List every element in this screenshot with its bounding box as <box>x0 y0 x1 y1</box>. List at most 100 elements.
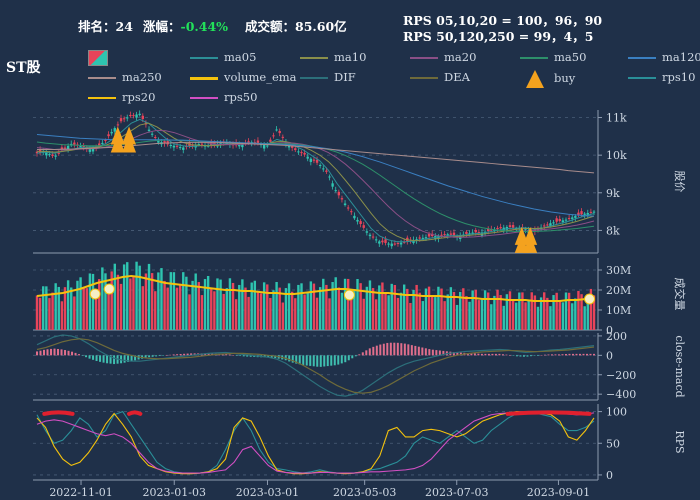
candle-body <box>580 211 583 215</box>
legend-item[interactable]: ma05 <box>190 50 256 64</box>
legend-item[interactable]: rps20 <box>88 90 155 104</box>
legend-item[interactable]: ma120 <box>628 50 700 64</box>
volume-bar <box>458 291 462 330</box>
candle-body <box>496 227 499 230</box>
volume-bar <box>210 287 213 330</box>
macd-bar <box>60 349 63 356</box>
volume-bar <box>446 294 449 330</box>
volume-bar <box>443 301 446 330</box>
macd-bar <box>459 352 462 356</box>
candle-body <box>340 198 344 200</box>
volume-bar <box>200 295 204 330</box>
volume-bar <box>359 283 362 330</box>
legend-item[interactable]: rps10 <box>628 70 695 84</box>
macd-bar <box>155 355 158 357</box>
volume-bar <box>88 273 92 330</box>
candle-body <box>147 129 151 132</box>
volume-bar <box>116 274 120 330</box>
macd-bar <box>417 346 420 356</box>
candle-body <box>48 153 51 155</box>
candle-body <box>511 225 515 228</box>
macd-bar <box>267 355 270 358</box>
candle-body <box>402 241 406 243</box>
volume-bar <box>462 288 465 330</box>
candle-body <box>241 143 244 148</box>
macd-bar <box>36 351 38 356</box>
macd-bar <box>204 353 207 356</box>
volume-bar <box>178 283 182 330</box>
legend-item[interactable]: volume_ema <box>190 70 297 84</box>
volume-bar <box>247 296 250 330</box>
volume-bar <box>530 292 533 330</box>
macd-bar <box>123 355 126 363</box>
volume-bar <box>546 297 549 330</box>
macd-bar <box>239 355 242 357</box>
candle-body <box>294 148 297 151</box>
legend-item[interactable]: ma250 <box>88 70 162 84</box>
volume-bar <box>42 286 45 330</box>
legend-item[interactable]: ma10 <box>300 50 366 64</box>
macd-tick-label: −200 <box>606 369 636 382</box>
candle-body <box>356 219 359 222</box>
legend-item[interactable]: DIF <box>300 70 356 84</box>
candle-body <box>191 145 194 147</box>
macd-bar <box>480 353 483 356</box>
macd-bar <box>407 344 410 356</box>
macd-bar <box>536 355 539 356</box>
macd-bar <box>354 355 357 357</box>
price-tick-label: 10k <box>606 149 627 162</box>
volume-bar <box>343 278 347 330</box>
legend-item[interactable]: buy <box>520 70 575 88</box>
volume-bar <box>284 288 288 330</box>
legend-item[interactable]: rps50 <box>190 90 257 104</box>
line-rps50 <box>36 411 595 474</box>
legend-item[interactable]: ma50 <box>520 50 586 64</box>
legend-line-icon <box>410 77 438 79</box>
candle-body <box>132 115 135 117</box>
legend-item[interactable]: ma20 <box>410 50 476 64</box>
macd-bar <box>39 350 42 356</box>
macd-bar <box>74 352 77 356</box>
candle-body <box>586 212 589 216</box>
legend-line-icon <box>88 97 116 99</box>
candle-body <box>574 216 577 218</box>
legend-item[interactable]: DEA <box>410 70 470 84</box>
volume-bar <box>502 305 505 330</box>
candle-body <box>487 228 490 232</box>
macd-bar <box>428 349 431 356</box>
macd-bar <box>540 354 543 356</box>
candle-body <box>430 233 434 237</box>
macd-bar <box>57 348 60 356</box>
legend-item[interactable] <box>88 50 108 66</box>
candle-body <box>135 114 138 118</box>
candle-body <box>399 242 403 245</box>
macd-bar <box>176 354 179 356</box>
volume-bar <box>384 292 387 330</box>
volume-bar <box>331 282 334 330</box>
macd-bar <box>564 354 567 356</box>
volume-bar <box>287 283 291 330</box>
volume-bar <box>244 287 247 330</box>
macd-bar <box>505 354 508 356</box>
candle-body <box>440 234 443 236</box>
rps-long-label: RPS 50,120,250 = 99，4，5 <box>403 29 594 44</box>
macd-bar <box>582 353 585 356</box>
macd-bar <box>393 342 396 356</box>
candle-body <box>256 140 260 144</box>
volume-bar <box>185 276 188 330</box>
volume-bar <box>213 291 216 330</box>
candle-body <box>278 131 281 134</box>
volume-bar <box>45 286 48 330</box>
volume-bar <box>402 284 406 330</box>
volume-bar <box>82 288 85 330</box>
legend-label: rps10 <box>662 70 696 84</box>
legend-label: buy <box>554 71 576 85</box>
buy-arrow-icon <box>523 234 538 253</box>
candle-body <box>418 237 421 239</box>
rps-tick-label: 100 <box>606 406 627 419</box>
macd-bar <box>50 348 53 356</box>
volume-bar <box>381 282 384 330</box>
legend-line-icon <box>190 97 218 99</box>
volume-axis-title: 成交量 <box>673 278 687 311</box>
x-tick-label: 2023-01-03 <box>143 486 206 499</box>
